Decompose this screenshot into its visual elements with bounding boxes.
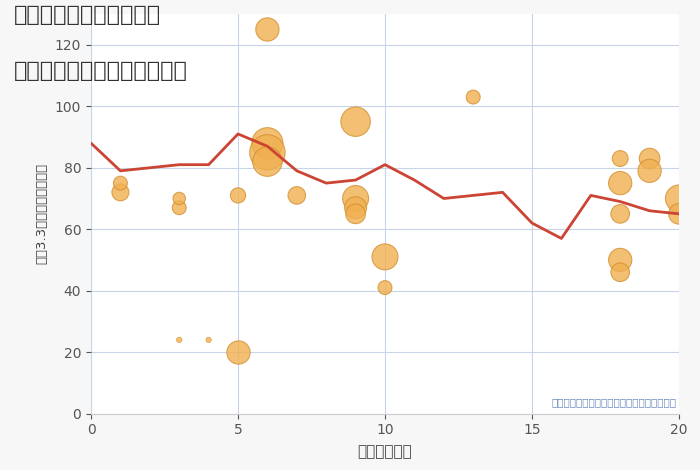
Point [174, 204, 185, 212]
Point [262, 26, 273, 33]
Point [115, 180, 126, 187]
Text: 円の大きさは、取引のあった物件面積を示す: 円の大きさは、取引のあった物件面積を示す [551, 398, 676, 407]
Y-axis label: 坪（3.3㎡）単価（万円）: 坪（3.3㎡）単価（万円） [35, 163, 48, 265]
Point [174, 195, 185, 202]
Point [673, 210, 685, 218]
Point [232, 348, 244, 356]
Point [174, 336, 185, 344]
Point [468, 94, 479, 101]
Point [644, 167, 655, 174]
X-axis label: 駅距離（分）: 駅距離（分） [358, 444, 412, 459]
Point [350, 210, 361, 218]
Point [644, 155, 655, 162]
Point [262, 158, 273, 165]
Point [350, 204, 361, 212]
Point [350, 195, 361, 202]
Point [615, 210, 626, 218]
Point [615, 155, 626, 162]
Point [615, 180, 626, 187]
Point [615, 256, 626, 264]
Point [115, 188, 126, 196]
Point [379, 253, 391, 261]
Point [291, 192, 302, 199]
Point [350, 118, 361, 125]
Point [379, 284, 391, 291]
Point [262, 140, 273, 147]
Point [262, 149, 273, 156]
Point [203, 336, 214, 344]
Point [232, 192, 244, 199]
Point [673, 195, 685, 202]
Text: 駅距離別中古マンション価格: 駅距離別中古マンション価格 [14, 61, 188, 81]
Text: 三重県津市久居持川町の: 三重県津市久居持川町の [14, 5, 161, 25]
Point [615, 268, 626, 276]
